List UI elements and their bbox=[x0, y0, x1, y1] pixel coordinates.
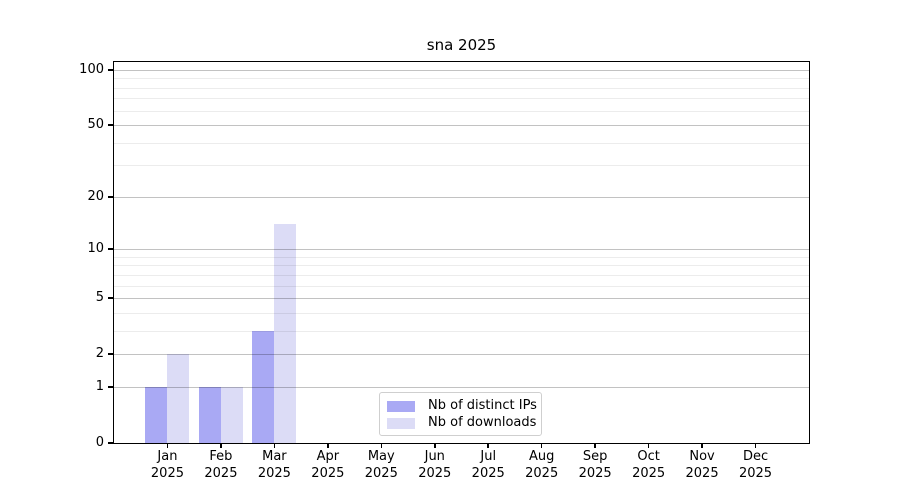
legend-label-distinct-ips: Nb of distinct IPs bbox=[428, 398, 537, 413]
x-tick-mark bbox=[220, 443, 222, 448]
bar-downloads bbox=[220, 386, 243, 443]
x-tick-label: Dec 2025 bbox=[738, 449, 773, 481]
y-tick-mark bbox=[108, 386, 114, 388]
x-tick-label: Jun 2025 bbox=[418, 449, 452, 481]
legend-swatch-downloads-icon bbox=[387, 417, 415, 429]
x-tick-label: Feb 2025 bbox=[204, 449, 238, 481]
y-tick-mark bbox=[108, 248, 114, 250]
y-tick-label: 100 bbox=[79, 61, 104, 77]
x-tick-mark bbox=[380, 443, 383, 448]
legend-item-distinct-ips: Nb of distinct IPs bbox=[387, 398, 537, 414]
y-gridline-major bbox=[114, 196, 809, 198]
x-tick-label: Sep 2025 bbox=[578, 449, 612, 481]
y-gridline-major bbox=[114, 249, 809, 251]
x-tick-mark bbox=[166, 443, 169, 448]
y-gridline-minor bbox=[114, 265, 809, 267]
y-gridline-minor bbox=[114, 78, 809, 80]
y-gridline-minor bbox=[114, 285, 809, 287]
x-tick-mark bbox=[647, 443, 650, 448]
y-tick-label: 0 bbox=[95, 435, 104, 450]
x-tick-mark bbox=[487, 443, 490, 448]
y-gridline-minor bbox=[114, 312, 809, 314]
bar-distinct-ips bbox=[198, 386, 221, 443]
x-tick-mark bbox=[433, 443, 436, 448]
y-gridline-minor bbox=[114, 330, 809, 332]
y-gridline-major bbox=[114, 386, 809, 388]
legend-swatch-distinct-ips-icon bbox=[387, 400, 415, 412]
bar-distinct-ips bbox=[252, 330, 275, 443]
x-tick-label: Apr 2025 bbox=[311, 449, 345, 481]
x-tick-label: Jul 2025 bbox=[471, 449, 505, 481]
legend-item-downloads: Nb of downloads bbox=[387, 415, 537, 431]
legend-label-downloads: Nb of downloads bbox=[428, 415, 537, 430]
bar-downloads bbox=[167, 354, 190, 443]
y-gridline-minor bbox=[114, 142, 809, 144]
y-gridline-minor bbox=[114, 274, 809, 276]
chart-title: sna 2025 bbox=[426, 36, 497, 54]
x-tick-label: May 2025 bbox=[364, 449, 398, 481]
y-tick-mark bbox=[108, 442, 114, 444]
x-tick-mark bbox=[701, 443, 703, 448]
bar-downloads bbox=[274, 224, 297, 443]
x-tick-label: Jan 2025 bbox=[150, 449, 184, 481]
y-tick-mark bbox=[108, 196, 114, 198]
y-gridline-minor bbox=[114, 110, 809, 112]
y-tick-label: 2 bbox=[95, 346, 104, 362]
y-gridline-major bbox=[114, 354, 809, 356]
x-tick-mark bbox=[273, 443, 276, 448]
bar-distinct-ips bbox=[145, 386, 168, 443]
y-tick-label: 50 bbox=[87, 117, 104, 133]
y-tick-label: 20 bbox=[87, 188, 104, 204]
y-tick-mark bbox=[108, 124, 114, 126]
x-tick-label: Oct 2025 bbox=[632, 449, 666, 481]
y-gridline-major bbox=[114, 125, 809, 127]
y-gridline-major bbox=[114, 298, 809, 300]
x-tick-mark bbox=[540, 443, 543, 448]
y-tick-mark bbox=[108, 69, 114, 71]
x-tick-mark bbox=[754, 443, 757, 448]
plot-frame bbox=[113, 61, 810, 444]
x-tick-mark bbox=[327, 443, 329, 448]
y-gridline-major bbox=[114, 69, 809, 71]
y-tick-label: 1 bbox=[95, 378, 104, 394]
y-gridline-minor bbox=[114, 256, 809, 258]
y-gridline-minor bbox=[114, 98, 809, 100]
y-gridline-minor bbox=[114, 87, 809, 89]
x-tick-label: Aug 2025 bbox=[525, 449, 559, 481]
y-tick-mark bbox=[108, 353, 114, 355]
legend: Nb of distinct IPs Nb of downloads bbox=[379, 392, 542, 436]
x-tick-label: Nov 2025 bbox=[685, 449, 719, 481]
x-tick-mark bbox=[594, 443, 596, 448]
y-tick-label: 5 bbox=[95, 290, 104, 306]
x-tick-label: Mar 2025 bbox=[257, 449, 291, 481]
y-gridline-minor bbox=[114, 165, 809, 167]
y-tick-label: 10 bbox=[87, 241, 104, 257]
y-tick-mark bbox=[108, 297, 114, 299]
